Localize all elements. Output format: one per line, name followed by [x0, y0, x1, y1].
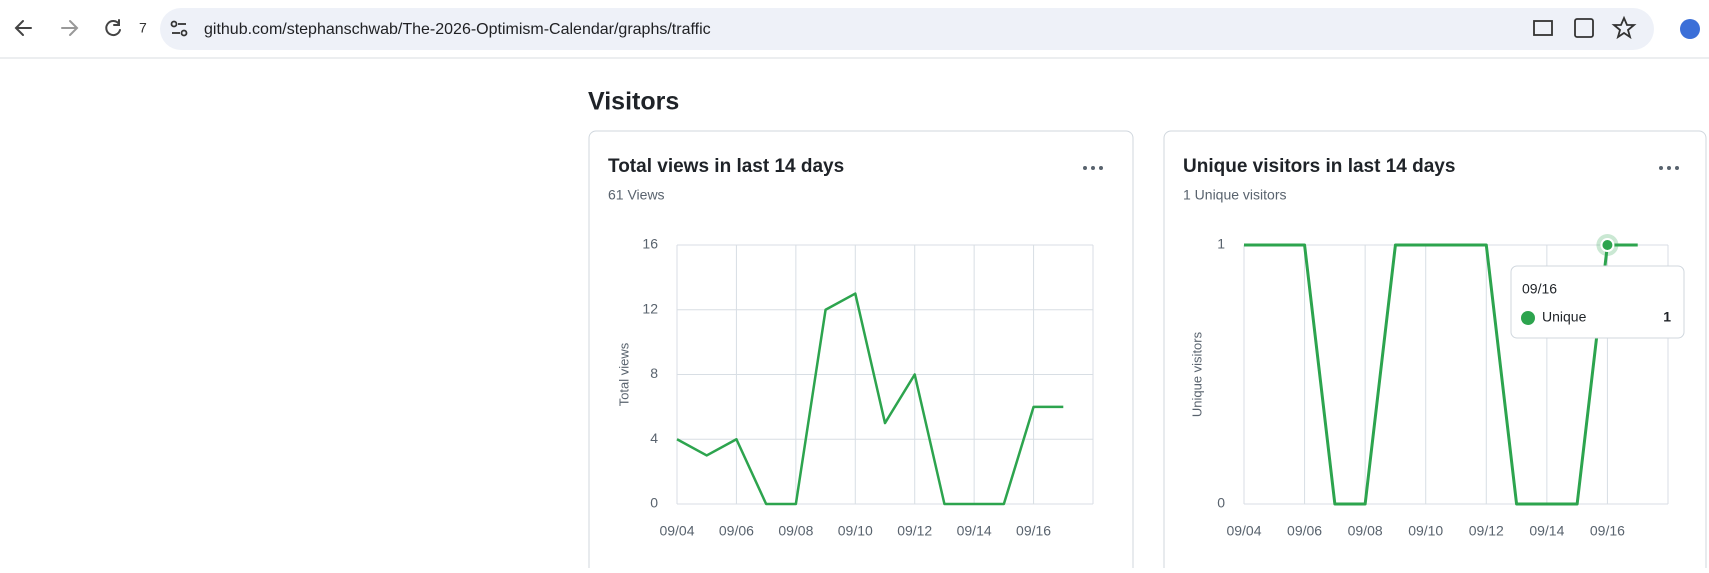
more-options: [1091, 166, 1095, 170]
y-tick-label: 12: [642, 300, 658, 316]
bookmark-icon[interactable]: [1611, 15, 1637, 40]
more-options: [1667, 166, 1671, 170]
y-axis-label: Total views: [616, 342, 631, 406]
tooltip-swatch: [1521, 311, 1535, 325]
tab-badge: 7: [139, 20, 147, 36]
x-tick-label: 09/10: [838, 523, 873, 539]
y-tick-label: 0: [1217, 495, 1225, 511]
y-tick-label: 8: [650, 365, 658, 381]
chart-title: Total views in last 14 days: [608, 156, 844, 177]
x-tick-label: 09/12: [1469, 523, 1504, 539]
chart-title: Unique visitors in last 14 days: [1183, 156, 1455, 177]
y-tick-label: 16: [642, 236, 658, 252]
more-options: [1675, 166, 1679, 170]
x-tick-label: 09/04: [659, 523, 694, 539]
chart-subtitle: 1 Unique visitors: [1183, 187, 1287, 203]
y-tick-label: 0: [650, 495, 658, 511]
x-tick-label: 09/06: [719, 523, 754, 539]
data-line: [1244, 243, 1638, 506]
section-heading: Visitors: [588, 88, 679, 116]
x-tick-label: 09/14: [957, 523, 992, 539]
profile-icon[interactable]: [1680, 19, 1700, 39]
x-tick-label: 09/08: [1348, 523, 1383, 539]
forward-button[interactable]: [61, 20, 79, 36]
install-icon[interactable]: [1533, 20, 1553, 36]
y-tick-label: 1: [1217, 236, 1225, 252]
x-tick-label: 09/08: [778, 523, 813, 539]
tooltip-series: Unique: [1542, 309, 1587, 325]
reload-button[interactable]: [105, 19, 121, 37]
back-button[interactable]: [14, 20, 32, 36]
y-axis-label: Unique visitors: [1189, 331, 1204, 417]
y-tick-label: 4: [650, 430, 658, 446]
site-info-icon[interactable]: [170, 20, 188, 37]
x-tick-label: 09/14: [1529, 523, 1564, 539]
x-tick-label: 09/16: [1590, 523, 1625, 539]
translate-icon[interactable]: [1574, 18, 1594, 38]
card: [1163, 130, 1707, 573]
chart-subtitle: 61 Views: [608, 187, 665, 203]
hover-point: [1600, 238, 1615, 252]
tooltip: [1510, 265, 1685, 339]
x-tick-label: 09/12: [897, 523, 932, 539]
x-tick-label: 09/06: [1287, 523, 1322, 539]
card: [588, 130, 1134, 573]
tooltip-value: 1: [1663, 309, 1671, 325]
data-line: [676, 292, 1064, 506]
more-options: [1099, 166, 1103, 170]
address-bar[interactable]: [160, 8, 1654, 50]
more-options: [1083, 166, 1087, 170]
x-tick-label: 09/10: [1408, 523, 1443, 539]
tooltip-date: 09/16: [1522, 281, 1557, 297]
more-options: [1659, 166, 1663, 170]
x-tick-label: 09/16: [1016, 523, 1051, 539]
url[interactable]: github.com/stephanschwab/The-2026-Optimi…: [204, 21, 711, 38]
x-tick-label: 09/04: [1226, 523, 1261, 539]
